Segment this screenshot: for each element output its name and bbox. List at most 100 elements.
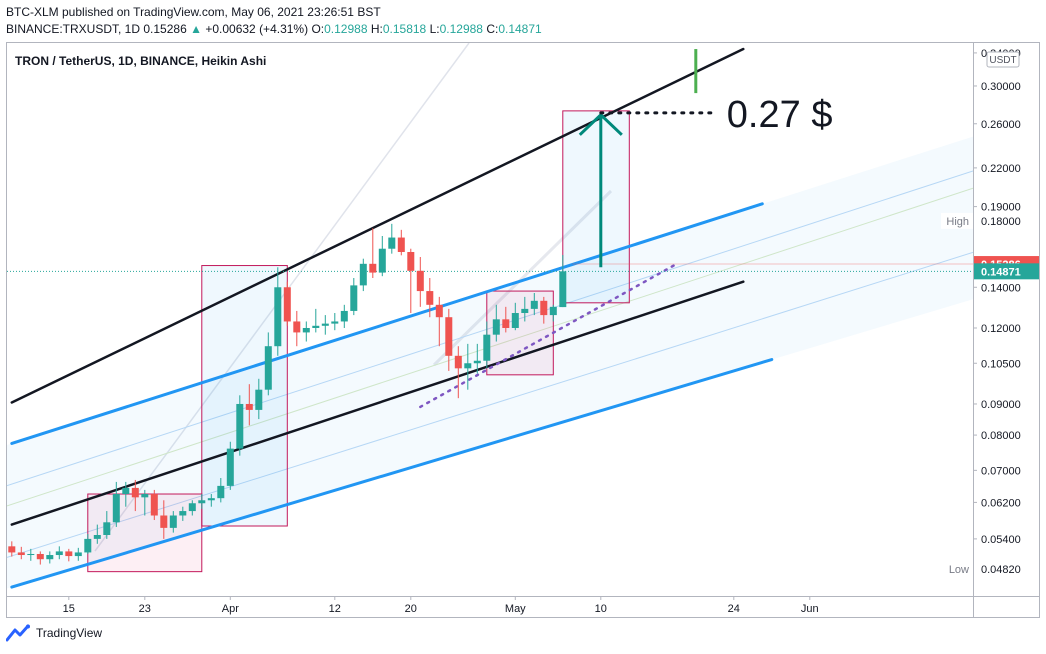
candle-body — [445, 317, 453, 356]
price-label-prefix: High — [946, 216, 969, 228]
time-tick-label: 10 — [595, 603, 607, 615]
candle-body — [112, 494, 120, 523]
candle-body — [27, 553, 35, 556]
time-tick-label: 24 — [728, 603, 740, 615]
candle-body — [511, 313, 519, 328]
chart-legend-title: TRON / TetherUS, 1D, BINANCE, Heikin Ash… — [15, 54, 266, 68]
close-value: 0.14871 — [498, 22, 542, 36]
candle-body — [207, 498, 215, 501]
candle-body — [198, 500, 206, 504]
high-value: 0.15818 — [382, 22, 427, 36]
candle-body — [217, 485, 225, 499]
price-label-value: 0.04820 — [981, 564, 1021, 576]
channel-upper-midline — [7, 170, 973, 487]
price-label-box — [974, 263, 1039, 280]
candle-body — [36, 553, 44, 560]
faint-diagonal-line — [94, 43, 470, 552]
candle-body — [8, 546, 16, 553]
candle-body — [378, 248, 386, 273]
candle-body — [407, 252, 415, 271]
publish-info-text: BTC-XLM published on TradingView.com, Ma… — [6, 5, 381, 19]
target-arrow-head — [578, 112, 623, 136]
candle-body — [179, 511, 187, 516]
price-label-value: 0.18000 — [981, 216, 1021, 228]
tradingview-logo-icon[interactable] — [6, 624, 32, 642]
symbol-label: BINANCE:TRXUSDT, 1D — [6, 22, 141, 36]
candle-body — [160, 515, 168, 528]
time-tick-label: Apr — [222, 603, 239, 615]
price-chart[interactable]: 0.27 $ TRON / TetherUS, 1D, BINANCE, Heik… — [7, 43, 1039, 617]
candle-body — [321, 323, 329, 326]
candle-body — [103, 522, 111, 536]
candle-body — [340, 310, 348, 322]
candle-body — [492, 319, 500, 335]
candle-body — [150, 494, 158, 516]
candle-body — [46, 555, 54, 560]
price-tick-label: 0.19000 — [981, 202, 1021, 214]
time-tick-label: Jun — [801, 603, 819, 615]
change-value: +0.00632 (+4.31%) — [205, 22, 309, 36]
candle-body — [74, 552, 82, 557]
price-tick-label: 0.10500 — [981, 358, 1021, 370]
candle-body — [65, 551, 73, 557]
candle-body — [17, 552, 25, 556]
price-tick-label: 0.05400 — [981, 534, 1021, 546]
currency-badge: USDT — [986, 51, 1020, 68]
time-tick-label: 12 — [329, 603, 341, 615]
price-label-prefix: Low — [949, 564, 969, 576]
lower-blue-channel-line — [10, 358, 774, 589]
candle-body — [302, 327, 310, 333]
publish-info: BTC-XLM published on TradingView.com, Ma… — [6, 5, 381, 19]
candle-body — [350, 285, 358, 311]
candle-body — [388, 237, 396, 249]
candle-body — [521, 308, 529, 314]
candle-body — [426, 291, 434, 305]
candle-body — [483, 334, 491, 361]
channel-lower-midline — [7, 251, 973, 558]
time-tick-label: 20 — [405, 603, 417, 615]
candle-body — [84, 538, 92, 553]
plot-area: 0.27 $ TRON / TetherUS, 1D, BINANCE, Heik… — [7, 43, 973, 589]
time-tick-label: 23 — [139, 603, 151, 615]
candle-body — [359, 263, 367, 286]
candle-body — [274, 287, 282, 347]
candle-body — [169, 515, 177, 528]
candle-body — [454, 355, 462, 369]
chart-panel[interactable]: 0.27 $ TRON / TetherUS, 1D, BINANCE, Heik… — [6, 42, 1040, 618]
ohlc-header: BINANCE:TRXUSDT, 1D 0.15286 ▲ +0.00632 (… — [6, 22, 542, 36]
candle-body — [255, 389, 263, 410]
price-tick-label: 0.09000 — [981, 399, 1021, 411]
candle-body — [131, 487, 139, 498]
candle-body — [312, 325, 320, 328]
candle-body — [502, 319, 510, 328]
price-tick-label: 0.22000 — [981, 163, 1021, 175]
candle-body — [188, 503, 196, 512]
open-value: 0.12988 — [324, 22, 368, 36]
currency-badge-box — [986, 51, 1020, 68]
low-label: L: — [429, 22, 440, 36]
candle-body — [416, 270, 424, 292]
candle-body — [435, 304, 443, 318]
footer-brand[interactable]: TradingView — [36, 626, 103, 640]
price-label-prefix-bg — [941, 212, 973, 229]
price-label-prefix-bg — [941, 560, 973, 577]
up-arrow-icon: ▲ — [190, 22, 202, 36]
price-tick-label: 0.30000 — [981, 81, 1021, 93]
candle-body — [559, 271, 567, 308]
candle-body — [530, 300, 538, 309]
target-price-annotation: 0.27 $ — [727, 94, 833, 136]
candle-body — [540, 300, 548, 316]
candle-body — [293, 321, 301, 333]
faint-projection-line — [432, 189, 613, 367]
candle-body — [331, 321, 339, 324]
price-tick-label: 0.14000 — [981, 282, 1021, 294]
candle-body — [55, 551, 63, 556]
footer: TradingView — [6, 624, 102, 642]
close-label: C: — [486, 22, 499, 36]
upper-black-trendline — [10, 47, 745, 404]
lower-black-trendline — [10, 280, 745, 526]
dotted-support-line — [419, 262, 679, 409]
candle-body — [464, 363, 472, 369]
price-tick-label: 0.12000 — [981, 323, 1021, 335]
price-tick-label: 0.26000 — [981, 119, 1021, 131]
